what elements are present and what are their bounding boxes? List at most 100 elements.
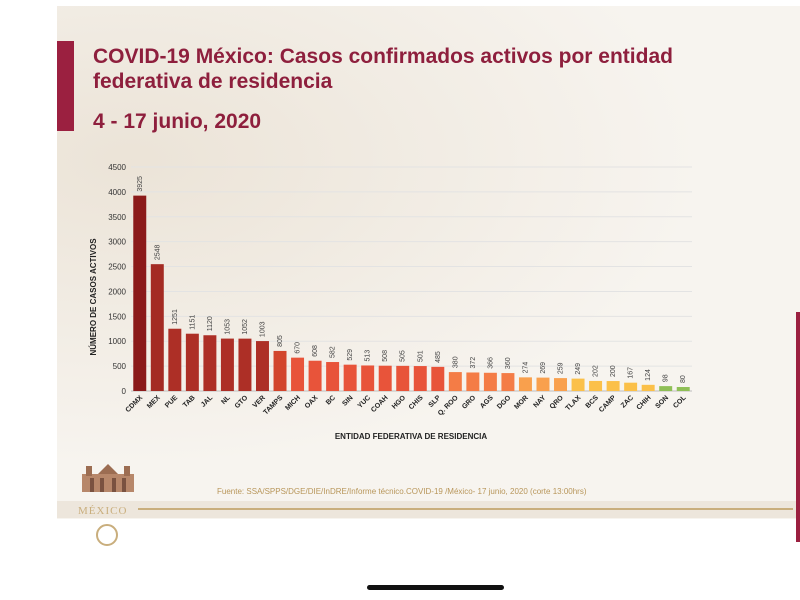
bar-chih [641, 384, 655, 391]
value-label: 505 [400, 350, 407, 362]
x-tick-label: CAMP [598, 394, 618, 414]
x-tick-label: OAX [304, 394, 320, 410]
bar-col [676, 387, 690, 391]
x-tick-label: TLAX [565, 394, 583, 412]
bar-dgo [501, 373, 515, 391]
seal-icon [96, 524, 118, 546]
value-label: 1120 [207, 316, 214, 331]
bar-mich [291, 357, 305, 391]
value-label: 1251 [172, 309, 179, 325]
y-tick-label: 0 [122, 387, 127, 396]
y-tick-label: 4500 [108, 163, 126, 172]
value-label: 98 [663, 374, 670, 382]
y-tick-label: 1500 [108, 312, 126, 321]
bar-gro [466, 372, 480, 391]
value-label: 529 [347, 349, 354, 361]
value-label: 360 [505, 357, 512, 369]
footer-rule [138, 508, 793, 510]
value-label: 513 [365, 350, 372, 362]
bar-gto [238, 338, 252, 391]
x-tick-label: DGO [496, 394, 513, 411]
bar-son [659, 386, 673, 391]
value-label: 2548 [154, 244, 161, 260]
y-tick-labels: 0 500 1000 1500 2000 2500 3000 3500 4000 4500 [108, 163, 126, 396]
bar-q-roo [448, 372, 462, 391]
title-accent-bar [57, 41, 74, 131]
y-tick-label: 3000 [108, 238, 126, 247]
value-label: 274 [522, 362, 529, 374]
y-tick-label: 2500 [108, 263, 126, 272]
x-tick-label: MEX [146, 394, 162, 410]
x-tick-label: CHIS [408, 394, 425, 411]
x-tick-label: MOR [513, 394, 530, 411]
bar-qro [554, 378, 568, 391]
x-tick-label: AGS [479, 394, 495, 410]
bar-cdmx [133, 195, 147, 391]
home-indicator [367, 585, 504, 590]
bar-mor [518, 377, 532, 391]
bar-slp [431, 366, 445, 391]
x-tick-label: COAH [370, 394, 390, 414]
bar-bcs [589, 380, 603, 391]
y-tick-label: 500 [113, 362, 127, 371]
x-tick-label: PUE [164, 394, 179, 409]
bar-oax [308, 360, 322, 391]
value-label: 805 [277, 335, 284, 347]
x-tick-label: CHIH [636, 394, 653, 411]
slide-background [57, 6, 800, 519]
source-note: Fuente: SSA/SPPS/DGE/DIE/InDRE/Informe t… [217, 487, 587, 496]
bar-tamps [273, 350, 287, 391]
bar-bc [326, 362, 340, 391]
x-tick-label: NAY [532, 394, 547, 409]
value-label: 167 [628, 367, 635, 379]
y-tick-label: 1000 [108, 337, 126, 346]
x-tick-label: Q. ROO [437, 394, 460, 417]
bars [133, 195, 690, 391]
bar-chis [413, 366, 427, 391]
value-label: 582 [330, 346, 337, 358]
bar-mex [150, 264, 164, 391]
watermark-pattern [57, 6, 800, 519]
bar-jal [203, 335, 217, 391]
x-tick-label: GTO [234, 394, 250, 410]
bar-nay [536, 377, 550, 391]
x-tick-label: CDMX [125, 394, 145, 414]
x-tick-label: COL [672, 394, 688, 410]
x-tick-label: VER [252, 394, 267, 409]
value-label: 372 [470, 357, 477, 369]
x-tick-label: TAMPS [263, 394, 285, 416]
slide-title: COVID-19 México: Casos confirmados activ… [93, 45, 673, 93]
value-label: 80 [680, 375, 687, 383]
bar-tlax [571, 378, 585, 391]
value-label: 124 [645, 369, 652, 381]
bar-camp [606, 381, 620, 391]
x-tick-label: SLP [428, 394, 443, 409]
value-label: 3925 [137, 176, 144, 192]
value-labels: 3925 2548 1251 1151 1120 1053 1052 1003 805 670 60… [137, 176, 687, 383]
value-label: 608 [312, 345, 319, 357]
bar-ver [255, 341, 269, 391]
value-label: 501 [417, 350, 424, 362]
x-tick-label: SON [654, 394, 670, 410]
x-axis-title: ENTIDAD FEDERATIVA DE RESIDENCIA [335, 432, 488, 441]
x-tick-label: SIN [341, 394, 354, 407]
value-label: 1053 [224, 319, 231, 335]
x-tick-label: TAB [182, 394, 197, 409]
value-label: 1052 [242, 319, 249, 335]
bar-tab [185, 333, 199, 391]
bar-coah [378, 365, 392, 391]
bar-ags [483, 372, 497, 391]
bar-pue [168, 328, 182, 391]
value-label: 202 [593, 365, 600, 377]
bar-zac [624, 382, 638, 391]
bar-yuc [361, 365, 375, 391]
value-label: 1003 [259, 321, 266, 337]
x-tick-label: ZAC [620, 394, 635, 409]
x-tick-label: BCS [585, 394, 601, 410]
bar-sin [343, 364, 357, 391]
slide-subtitle: 4 - 17 junio, 2020 [93, 110, 262, 133]
y-tick-label: 4000 [108, 188, 126, 197]
value-label: 485 [435, 351, 442, 363]
